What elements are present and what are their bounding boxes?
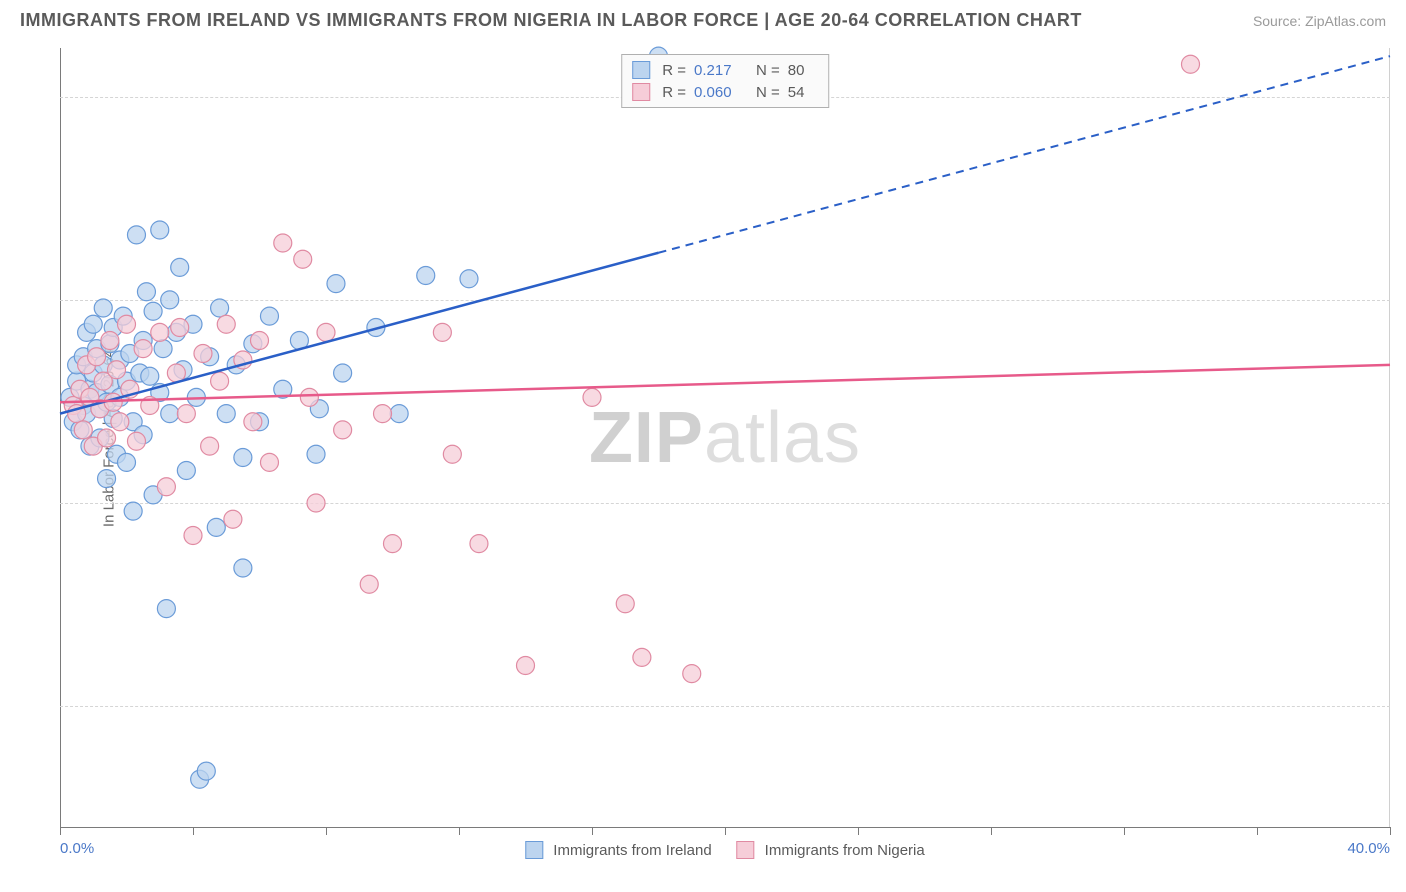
x-tick [858,827,859,835]
scatter-plot [60,48,1390,827]
legend-item-nigeria: Immigrants from Nigeria [737,841,925,859]
legend-label-ireland: Immigrants from Ireland [553,842,711,859]
x-label-max: 40.0% [1347,840,1390,857]
x-tick [193,827,194,835]
r-value-ireland: 0.217 [694,62,748,79]
y-tick-label: 87.5% [1400,311,1406,328]
source-label: Source: ZipAtlas.com [1253,13,1386,29]
r-value-nigeria: 0.060 [694,84,748,101]
n-label: N = [756,62,780,79]
swatch-ireland-icon [525,841,543,859]
x-tick [725,827,726,835]
legend-label-nigeria: Immigrants from Nigeria [765,842,925,859]
n-label: N = [756,84,780,101]
x-label-min: 0.0% [60,840,94,857]
x-tick [1390,827,1391,835]
x-tick [1124,827,1125,835]
y-tick-label: 100.0% [1400,108,1406,125]
chart-title: IMMIGRANTS FROM IRELAND VS IMMIGRANTS FR… [20,10,1082,31]
chart-area: In Labor Force | Age 20-64 62.5%75.0%87.… [60,48,1390,828]
x-tick [326,827,327,835]
swatch-nigeria-icon [737,841,755,859]
swatch-ireland [632,61,650,79]
y-tick-label: 75.0% [1400,514,1406,531]
n-value-ireland: 80 [788,62,818,79]
legend-top: R = 0.217 N = 80 R = 0.060 N = 54 [621,54,829,108]
legend-row-nigeria: R = 0.060 N = 54 [632,81,818,103]
x-tick [459,827,460,835]
r-label: R = [662,84,686,101]
y-tick-label: 62.5% [1400,717,1406,734]
r-label: R = [662,62,686,79]
legend-bottom: Immigrants from Ireland Immigrants from … [525,841,924,859]
x-tick [1257,827,1258,835]
swatch-nigeria [632,83,650,101]
x-tick [991,827,992,835]
header: IMMIGRANTS FROM IRELAND VS IMMIGRANTS FR… [0,0,1406,35]
x-tick [592,827,593,835]
legend-row-ireland: R = 0.217 N = 80 [632,59,818,81]
legend-item-ireland: Immigrants from Ireland [525,841,711,859]
x-tick [60,827,61,835]
n-value-nigeria: 54 [788,84,818,101]
